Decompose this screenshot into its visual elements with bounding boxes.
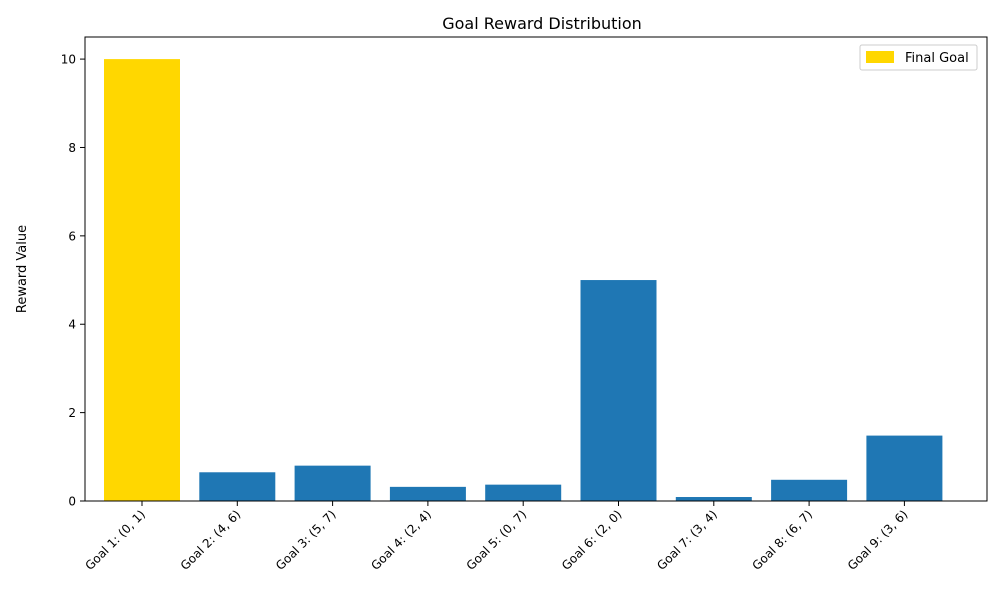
legend: Final Goal <box>859 44 978 71</box>
y-axis-label: Reward Value <box>15 225 30 313</box>
y-tick-label-4: 4 <box>68 318 76 332</box>
bar-7 <box>675 497 752 501</box>
bars-group <box>104 59 943 501</box>
legend-label-final-goal: Final Goal <box>905 51 969 66</box>
y-tick-label-6: 6 <box>68 229 76 243</box>
bar-4 <box>389 486 466 501</box>
plot-frame <box>84 36 988 502</box>
y-tick-label-10: 10 <box>61 53 76 67</box>
bar-5 <box>485 484 562 501</box>
y-tick-label-8: 8 <box>68 141 76 155</box>
y-tick-label-2: 2 <box>68 406 76 420</box>
legend-swatch-final-goal <box>866 51 894 63</box>
bar-3 <box>294 465 371 501</box>
bar-1 <box>104 59 180 501</box>
chart-title: Goal Reward Distribution <box>442 14 642 33</box>
bar-6 <box>580 280 657 501</box>
bar-8 <box>771 479 848 501</box>
y-tick-label-0: 0 <box>68 495 76 509</box>
bar-2 <box>199 472 276 501</box>
bar-9 <box>866 435 943 501</box>
y-axis: 0 2 4 6 8 10 <box>61 53 85 509</box>
